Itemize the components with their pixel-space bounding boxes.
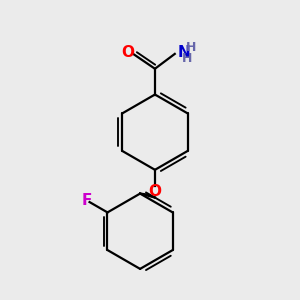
Text: H: H <box>182 52 192 65</box>
Text: O: O <box>148 184 161 199</box>
Text: O: O <box>122 45 135 60</box>
Text: H: H <box>185 41 196 55</box>
Text: F: F <box>81 193 92 208</box>
Text: N: N <box>178 45 190 60</box>
